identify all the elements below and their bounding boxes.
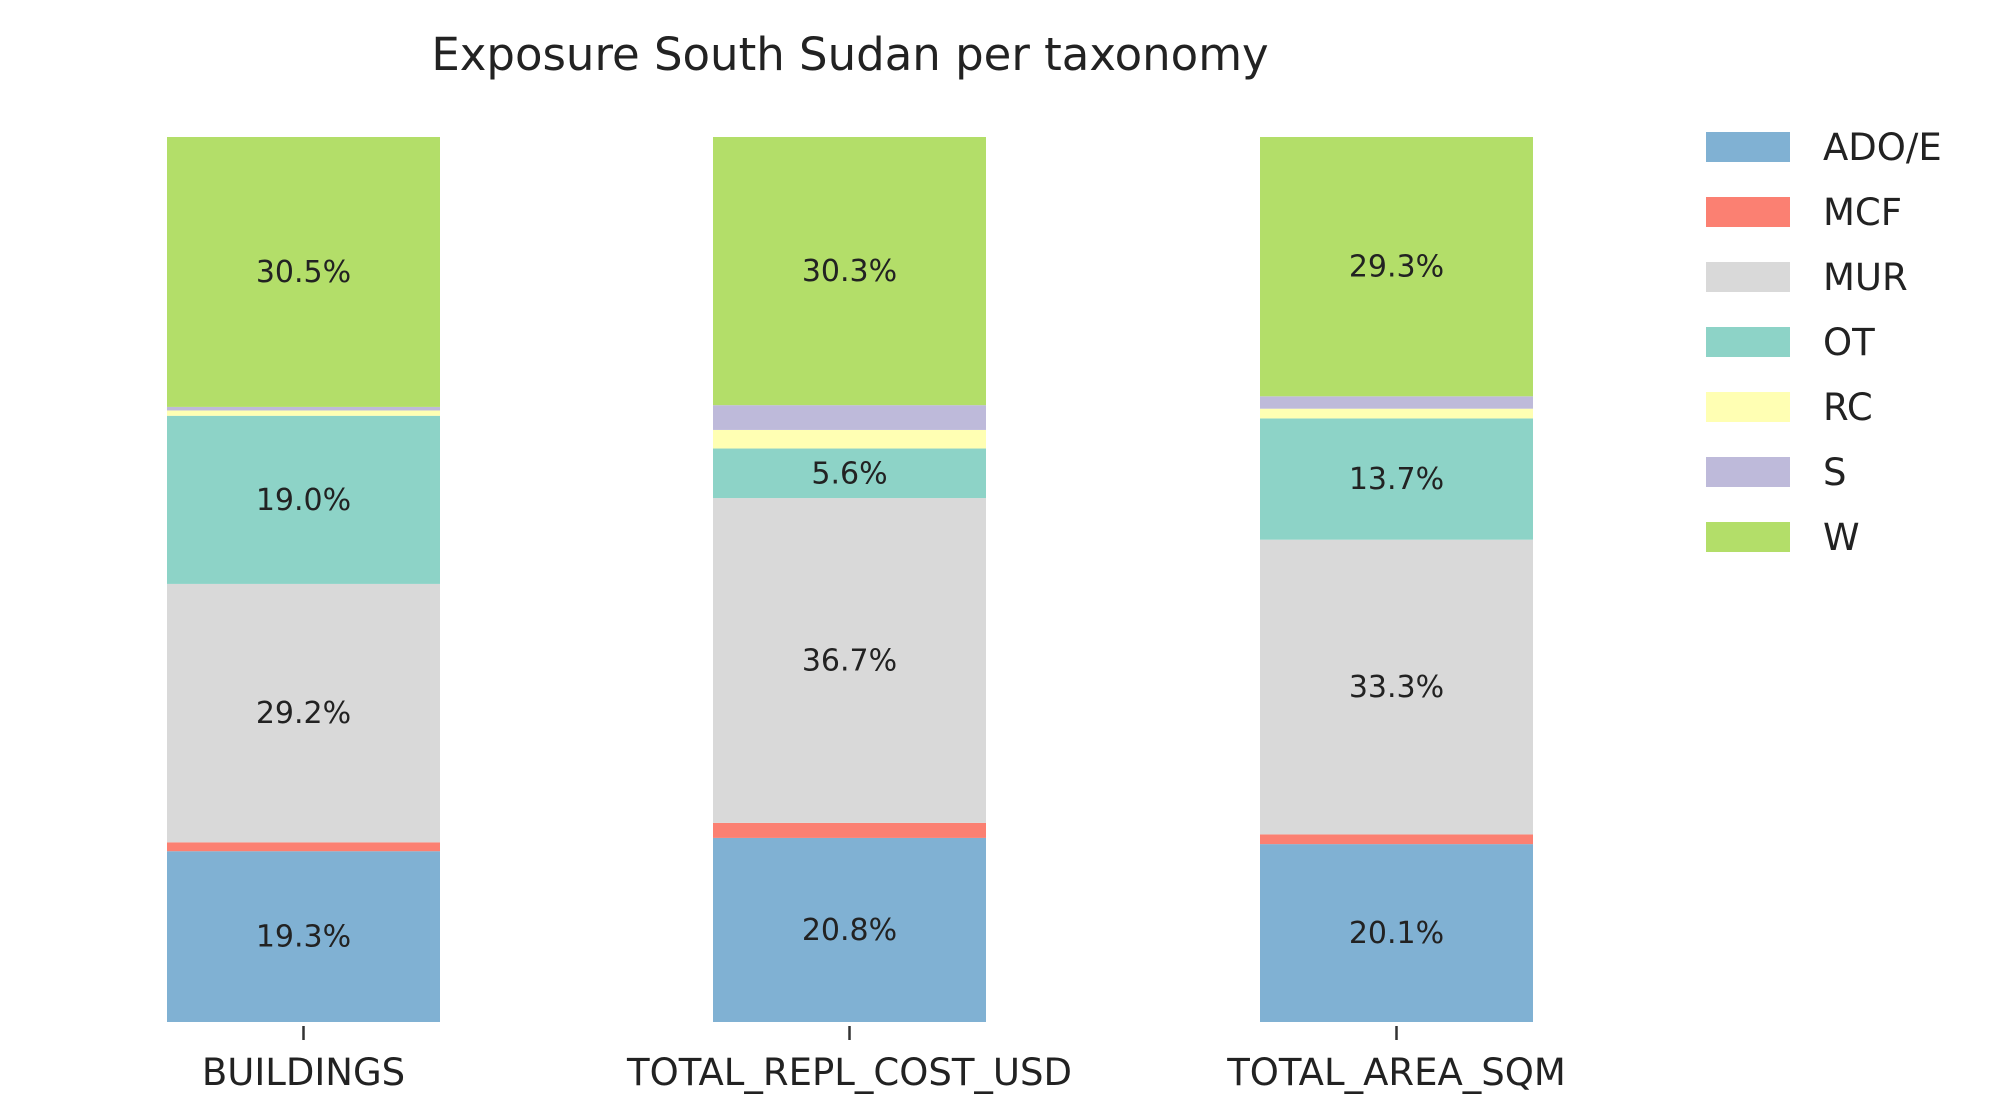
bar-segment-rc-buildings	[167, 410, 440, 416]
x-axis: BUILDINGS TOTAL_REPL_COST_USD TOTAL_AREA_S…	[202, 1026, 1566, 1094]
bar-segment-w-buildings	[167, 137, 440, 407]
bars-layer	[167, 137, 1533, 1022]
bar-segment-ado-e-total-repl-cost-usd	[713, 837, 986, 1022]
legend-item: MCF	[1706, 191, 1902, 234]
legend-label: S	[1823, 451, 1847, 494]
bar-segment-mur-total-repl-cost-usd	[713, 498, 986, 823]
bar-segment-s-total-repl-cost-usd	[713, 405, 986, 430]
legend-item: RC	[1706, 386, 1873, 429]
legend-swatch	[1706, 522, 1790, 552]
bar-segment-ot-total-repl-cost-usd	[713, 448, 986, 499]
legend-item: ADO/E	[1706, 126, 1942, 169]
legend-swatch	[1706, 132, 1790, 162]
chart-title: Exposure South Sudan per taxonomy	[431, 28, 1268, 81]
legend-swatch	[1706, 457, 1790, 487]
legend-swatch	[1706, 262, 1790, 292]
bar-segment-s-total-area-sqm	[1260, 396, 1533, 409]
legend-item: OT	[1706, 321, 1875, 364]
legend-label: OT	[1823, 321, 1875, 364]
data-label: 29.3%	[1349, 250, 1444, 285]
legend-label: RC	[1823, 386, 1873, 429]
legend-label: ADO/E	[1823, 126, 1942, 169]
bar-segment-mur-total-area-sqm	[1260, 539, 1533, 835]
bar-segment-mur-buildings	[167, 583, 440, 843]
data-label: 36.7%	[802, 643, 897, 678]
data-label: 19.3%	[256, 920, 351, 955]
legend-label: W	[1823, 516, 1860, 559]
bar-segment-ot-buildings	[167, 415, 440, 584]
bar-segment-s-buildings	[167, 406, 440, 411]
data-label: 5.6%	[811, 456, 887, 491]
data-label: 20.1%	[1349, 916, 1444, 951]
legend-label: MCF	[1823, 191, 1902, 234]
legend-item: S	[1706, 451, 1847, 494]
bar-segment-ado-e-total-area-sqm	[1260, 844, 1533, 1022]
legend-item: W	[1706, 516, 1860, 559]
x-tick-label: BUILDINGS	[202, 1051, 405, 1094]
data-label: 13.7%	[1349, 462, 1444, 497]
bar-segment-w-total-area-sqm	[1260, 137, 1533, 397]
data-label: 20.8%	[802, 913, 897, 948]
bar-segment-w-total-repl-cost-usd	[713, 137, 986, 406]
legend: ADO/E MCF MUR OT RC SW	[1706, 126, 1942, 559]
data-label: 29.2%	[256, 696, 351, 731]
x-tick-label: TOTAL_REPL_COST_USD	[626, 1051, 1072, 1094]
bar-segment-mcf-total-area-sqm	[1260, 834, 1533, 845]
bar-segment-ot-total-area-sqm	[1260, 418, 1533, 540]
data-labels-layer: 19.3% 29.2% 19.0% 30.5% 20.8% 36.7% 5.6% 30.3% 2…	[256, 250, 1444, 955]
legend-swatch	[1706, 392, 1790, 422]
bar-segment-mcf-total-repl-cost-usd	[713, 822, 986, 838]
data-label: 30.3%	[802, 254, 897, 289]
data-label: 30.5%	[256, 255, 351, 290]
data-label: 19.0%	[256, 483, 351, 518]
bar-segment-ado-e-buildings	[167, 851, 440, 1022]
x-tick-label: TOTAL_AREA_SQM	[1226, 1051, 1566, 1094]
data-label: 33.3%	[1349, 670, 1444, 705]
legend-item: MUR	[1706, 256, 1908, 299]
bar-segment-rc-total-repl-cost-usd	[713, 429, 986, 449]
legend-swatch	[1706, 327, 1790, 357]
bar-segment-mcf-buildings	[167, 842, 440, 852]
bar-segment-rc-total-area-sqm	[1260, 408, 1533, 419]
legend-label: MUR	[1823, 256, 1908, 299]
legend-swatch	[1706, 197, 1790, 227]
